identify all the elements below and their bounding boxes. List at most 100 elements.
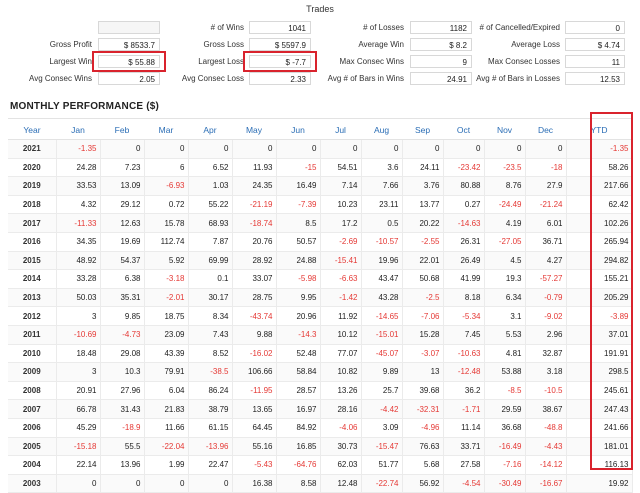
month-cell: 17.2 xyxy=(320,213,362,233)
month-cell: 36.68 xyxy=(484,418,526,438)
stat-label: Avg Consec Wins xyxy=(29,74,92,83)
month-cell: -4.42 xyxy=(361,399,403,419)
month-cell: 6 xyxy=(144,158,189,178)
month-cell: -10.63 xyxy=(443,344,485,364)
month-cell: 22.01 xyxy=(402,251,444,271)
month-cell: 0.5 xyxy=(361,213,403,233)
month-cell: -10.69 xyxy=(56,325,101,345)
month-cell: 10.23 xyxy=(320,195,362,215)
stat-value xyxy=(98,21,160,34)
month-cell: -15.01 xyxy=(361,325,403,345)
column-header-jun[interactable]: Jun xyxy=(276,120,320,140)
ytd-cell: 155.21 xyxy=(566,269,633,289)
column-header-year[interactable]: Year xyxy=(8,120,56,140)
stat-value: $ 8.2 xyxy=(410,38,472,51)
column-header-aug[interactable]: Aug xyxy=(361,120,402,140)
column-header-apr[interactable]: Apr xyxy=(188,120,232,140)
stat-label: Gross Profit xyxy=(49,40,92,49)
month-cell: 6.01 xyxy=(525,213,567,233)
month-cell: -18 xyxy=(525,158,567,178)
table-header-row: Year Jan Feb Mar Apr May Jun Jul Aug Sep Oct Nov Dec… xyxy=(8,120,632,140)
column-header-jul[interactable]: Jul xyxy=(320,120,361,140)
largest-win-highlight xyxy=(92,51,166,72)
month-cell: 24.11 xyxy=(402,158,444,178)
table-row: 2020 24.28 7.23 6 6.52 11.93 -15 54.51 3.6 24.11-… xyxy=(8,158,633,178)
stat-value: 2.05 xyxy=(98,72,160,85)
month-cell: 4.32 xyxy=(56,195,101,215)
stat-label: # of Losses xyxy=(363,23,404,32)
ytd-cell: 247.43 xyxy=(566,399,633,419)
year-cell: 2012 xyxy=(8,306,57,326)
column-header-ytd[interactable]: YTD xyxy=(566,120,632,140)
month-cell: 0.1 xyxy=(188,269,233,289)
month-cell: 79.91 xyxy=(144,362,189,382)
month-cell: 6.52 xyxy=(188,158,233,178)
column-header-sep[interactable]: Sep xyxy=(402,120,443,140)
month-cell: 20.76 xyxy=(232,232,277,252)
month-cell: 16.85 xyxy=(276,437,321,457)
year-cell: 2020 xyxy=(8,158,57,178)
column-header-mar[interactable]: Mar xyxy=(144,120,188,140)
month-cell: 9.95 xyxy=(276,288,321,308)
month-cell: 18.75 xyxy=(144,306,189,326)
month-cell: -3.18 xyxy=(144,269,189,289)
month-cell: 0 xyxy=(100,139,145,159)
month-cell: 54.51 xyxy=(320,158,362,178)
column-header-oct[interactable]: Oct xyxy=(443,120,484,140)
month-cell: 106.66 xyxy=(232,362,277,382)
year-cell: 2016 xyxy=(8,232,57,252)
year-cell: 2011 xyxy=(8,325,57,345)
month-cell: 16.38 xyxy=(232,474,277,493)
year-cell: 2007 xyxy=(8,399,57,419)
column-header-may[interactable]: May xyxy=(232,120,276,140)
month-cell: -15.47 xyxy=(361,437,403,457)
stat-label: Avg # of Bars in Wins xyxy=(327,74,404,83)
year-cell: 2006 xyxy=(8,418,57,438)
month-cell: -10.5 xyxy=(525,381,567,401)
stat-value: 1182 xyxy=(410,21,472,34)
table-row: 2018 4.32 29.12 0.72 55.22 -21.19 -7.39 10.23 23… xyxy=(8,195,633,215)
month-cell: 56.92 xyxy=(402,474,444,493)
month-cell: 28.57 xyxy=(276,381,321,401)
month-cell: -24.49 xyxy=(484,195,526,215)
month-cell: 0 xyxy=(232,139,277,159)
month-cell: 0 xyxy=(188,474,233,493)
column-header-jan[interactable]: Jan xyxy=(56,120,100,140)
stat-value: 12.53 xyxy=(565,72,625,85)
column-header-feb[interactable]: Feb xyxy=(100,120,144,140)
table-row: 2011 -10.69 -4.73 23.09 7.43 9.88 -14.3 10.12 -1… xyxy=(8,325,633,345)
ytd-cell: -1.35 xyxy=(566,139,633,159)
month-cell: -6.63 xyxy=(320,269,362,289)
month-cell: 19.69 xyxy=(100,232,145,252)
stats-row: Avg Consec Wins 2.05 Avg Consec Loss 2.33 Av… xyxy=(0,71,640,87)
month-cell: -57.27 xyxy=(525,269,567,289)
month-cell: -1.35 xyxy=(56,139,101,159)
month-cell: 45.29 xyxy=(56,418,101,438)
month-cell: 5.68 xyxy=(402,455,444,475)
month-cell: 13 xyxy=(402,362,444,382)
month-cell: 1.03 xyxy=(188,176,233,196)
stats-row: Gross Profit $ 8533.7 Gross Loss $ 5597.9 Av… xyxy=(0,37,640,53)
month-cell: 54.37 xyxy=(100,251,145,271)
month-cell: -4.73 xyxy=(100,325,145,345)
table-row: 2004 22.14 13.96 1.99 22.47 -5.43 -64.76 62.03 5… xyxy=(8,455,633,475)
ytd-cell: 62.42 xyxy=(566,195,633,215)
column-header-dec[interactable]: Dec xyxy=(525,120,566,140)
ytd-cell: 298.5 xyxy=(566,362,633,382)
month-cell: 31.43 xyxy=(100,399,145,419)
month-cell: 0 xyxy=(402,139,444,159)
table-row: 2021 -1.35 0 0 0 0 0 0 0 0 0 0 0 -1.35 xyxy=(8,139,633,159)
month-cell: 27.96 xyxy=(100,381,145,401)
month-cell: -16.49 xyxy=(484,437,526,457)
month-cell: 18.48 xyxy=(56,344,101,364)
month-cell: -21.19 xyxy=(232,195,277,215)
month-cell: 30.17 xyxy=(188,288,233,308)
month-cell: 0 xyxy=(188,139,233,159)
month-cell: 9.89 xyxy=(361,362,403,382)
stats-row: Largest Win $ 55.88 Largest Loss $ -7.7 Max … xyxy=(0,54,640,70)
column-header-nov[interactable]: Nov xyxy=(484,120,525,140)
month-cell: 9.88 xyxy=(232,325,277,345)
month-cell: -2.5 xyxy=(402,288,444,308)
month-cell: 43.47 xyxy=(361,269,403,289)
month-cell: -2.69 xyxy=(320,232,362,252)
